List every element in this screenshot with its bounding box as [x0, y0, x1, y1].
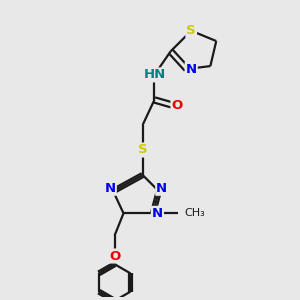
Text: N: N	[186, 62, 197, 76]
Text: O: O	[172, 99, 183, 112]
Text: N: N	[156, 182, 167, 195]
Text: S: S	[138, 143, 148, 157]
Text: N: N	[105, 182, 116, 195]
Text: N: N	[152, 207, 163, 220]
Text: HN: HN	[143, 68, 166, 81]
Text: S: S	[186, 24, 196, 37]
Text: CH₃: CH₃	[184, 208, 205, 218]
Text: O: O	[109, 250, 120, 262]
